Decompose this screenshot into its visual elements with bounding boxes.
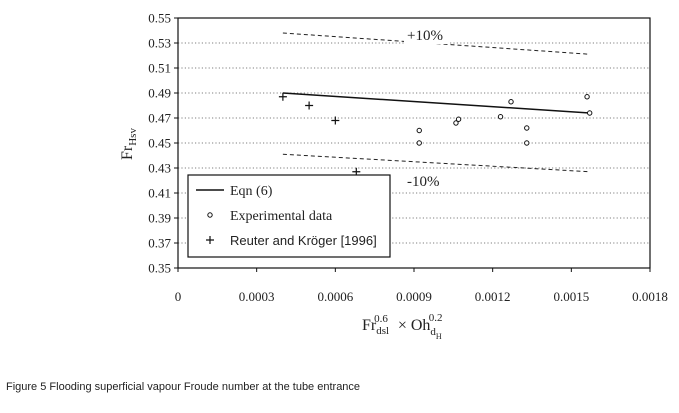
experimental-point: [453, 120, 459, 126]
y-tick-label: 0.45: [148, 136, 171, 151]
legend-plus-swatch: [206, 236, 214, 244]
band-label: -10%: [407, 174, 440, 190]
legend-label: Reuter and Kröger [1996]: [230, 233, 377, 248]
y-tick-label: 0.55: [148, 11, 171, 26]
experimental-point: [416, 127, 422, 134]
error-bands: +10% -10%: [282, 27, 590, 190]
y-tick-label: 0.49: [148, 86, 171, 101]
legend: Eqn (6) Experimental data Reuter and Kröge…: [187, 174, 391, 258]
series-layer: [278, 92, 593, 176]
x-tick-label: 0.0009: [396, 289, 432, 304]
legend-label: Eqn (6): [230, 184, 273, 199]
y-tick-label: 0.43: [148, 161, 171, 176]
x-tick-label: 0.0018: [632, 289, 668, 304]
y-tick-label: 0.35: [148, 261, 171, 276]
experimental-point: [586, 110, 593, 116]
reuter-kroger-point: [305, 101, 314, 110]
reuter-kroger-point: [331, 116, 340, 125]
band-label-bg: [404, 173, 450, 190]
experimental-point: [524, 125, 530, 131]
y-tick-label: 0.47: [148, 111, 171, 126]
band-line: [282, 32, 590, 55]
y-axis-label: FrHsv: [119, 128, 139, 160]
y-tick-label: 0.37: [148, 236, 171, 251]
band-line: [282, 153, 590, 173]
experimental-point: [497, 114, 504, 120]
y-tick-label: 0.39: [148, 211, 171, 226]
legend-box: [187, 174, 391, 258]
x-axis-label: Frdsl0.6 × OhdH0.2: [362, 312, 442, 341]
y-tick-label: 0.53: [148, 36, 171, 51]
legend-label: Experimental data: [230, 209, 333, 224]
experimental-point: [508, 99, 514, 105]
experimental-point: [416, 140, 422, 146]
x-tick-label: 0.0003: [239, 289, 275, 304]
figure-caption: Figure 5 Flooding superficial vapour Fro…: [6, 381, 361, 393]
x-tick-label: 0.0015: [553, 289, 589, 304]
x-axis-ticks: 0 0.0003 0.0006 0.0009 0.0012 0.0015 0.0018: [175, 268, 668, 304]
legend-circle-swatch: [207, 212, 213, 218]
y-tick-label: 0.41: [148, 186, 171, 201]
x-tick-label: 0.0012: [475, 289, 511, 304]
experimental-point: [524, 140, 530, 146]
x-tick-label: 0: [175, 289, 182, 304]
eqn6-line: [282, 92, 590, 114]
experimental-point: [584, 94, 590, 100]
x-tick-label: 0.0006: [317, 289, 353, 304]
reuter-kroger-point: [278, 92, 287, 101]
experimental-point: [455, 116, 462, 122]
y-axis-ticks: 0.35 0.37 0.39 0.41 0.43 0.45 0.47 0.49 0.51 0.53…: [148, 11, 178, 276]
band-label-bg: [404, 27, 450, 44]
band-label: +10%: [407, 28, 443, 44]
y-tick-label: 0.51: [148, 61, 171, 76]
